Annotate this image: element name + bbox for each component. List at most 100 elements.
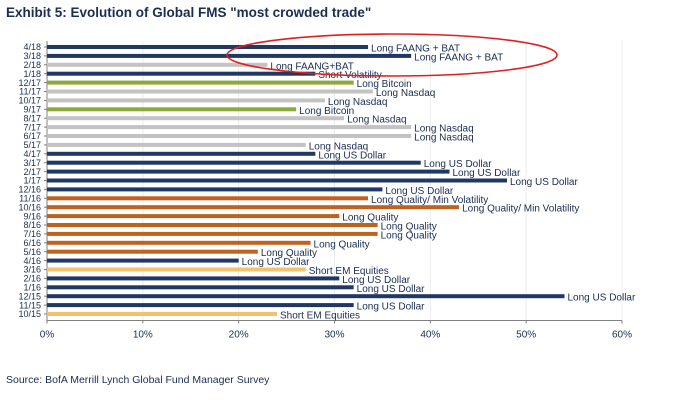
y-tick-label: 3/16 <box>23 265 41 275</box>
y-tick-label: 2/17 <box>23 167 41 177</box>
bar-1-17 <box>47 178 507 183</box>
highlight-ellipse <box>226 33 558 77</box>
y-tick-label: 12/15 <box>18 291 41 301</box>
bar-data-label: Long US Dollar <box>357 284 425 295</box>
bar-8-17 <box>47 116 345 121</box>
y-tick-label: 9/17 <box>23 105 41 115</box>
y-tick-label: 11/15 <box>19 300 41 310</box>
bar-9-17 <box>47 107 297 112</box>
y-tick-label: 4/16 <box>23 256 41 266</box>
bar-data-label: Long US Dollar <box>453 168 521 179</box>
y-tick-label: 10/15 <box>18 309 41 319</box>
bar-6-16 <box>47 240 311 245</box>
bar-data-label: Long Nasdaq <box>414 133 474 144</box>
bar-data-label: Long US Dollar <box>385 186 453 197</box>
bar-data-label: Long Quality <box>342 213 398 224</box>
bar-5-16 <box>47 249 258 254</box>
y-tick-label: 11/17 <box>19 87 41 97</box>
y-tick-label: 10/17 <box>18 96 41 106</box>
bar-data-label: Long Quality <box>381 230 437 241</box>
bar-3-16 <box>47 267 306 272</box>
y-tick-label: 1/17 <box>23 176 41 186</box>
bar-12-17 <box>47 80 354 85</box>
y-tick-label: 4/17 <box>23 149 41 159</box>
bar-10-16 <box>47 205 460 210</box>
bar-10-17 <box>47 98 325 103</box>
bar-data-label: Long US Dollar <box>357 302 425 313</box>
bar-data-label: Long FAANG + BAT <box>414 52 503 63</box>
bar-12-16 <box>47 187 383 192</box>
bar-1-18 <box>47 71 316 76</box>
bar-data-label: Long Quality/ Min Volatility <box>371 195 488 206</box>
bar-data-label: Long Quality <box>261 248 317 259</box>
bar-data-label: Long US Dollar <box>342 275 410 286</box>
bar-data-label: Long FAANG + BAT <box>371 44 460 55</box>
bar-data-label: Long FAANG+BAT <box>270 61 353 72</box>
bar-3-17 <box>47 160 421 165</box>
y-tick-label: 1/18 <box>23 69 41 79</box>
bar-data-label: Long US Dollar <box>424 159 492 170</box>
bar-4-18 <box>47 45 369 49</box>
y-tick-label: 8/17 <box>23 113 41 123</box>
source-note: Source: BofA Merrill Lynch Global Fund M… <box>6 374 270 386</box>
bar-1-16 <box>47 285 354 290</box>
y-tick-label: 7/16 <box>23 229 41 239</box>
bar-2-18 <box>47 62 268 67</box>
bar-10-15 <box>47 312 277 316</box>
x-tick-label: 30% <box>324 329 344 340</box>
y-tick-label: 5/17 <box>23 140 41 150</box>
bar-2-16 <box>47 276 340 281</box>
bar-12-15 <box>47 294 565 299</box>
bar-data-label: Long Nasdaq <box>328 97 388 108</box>
bar-data-label: Long US Dollar <box>318 150 386 161</box>
bar-data-label: Long Nasdaq <box>376 88 436 99</box>
y-tick-label: 2/18 <box>23 60 41 70</box>
bar-7-17 <box>47 125 412 130</box>
bar-11-15 <box>47 303 354 308</box>
bar-6-17 <box>47 134 412 138</box>
bar-3-18 <box>47 53 412 58</box>
bar-data-label: Long Bitcoin <box>299 106 354 117</box>
bar-data-label: Long Quality <box>381 222 437 233</box>
bar-5-17 <box>47 142 306 147</box>
x-tick-label: 60% <box>612 329 632 340</box>
bar-data-label: Long US Dollar <box>242 257 310 268</box>
y-tick-label: 12/17 <box>18 78 41 88</box>
y-tick-label: 6/16 <box>23 238 41 248</box>
y-tick-label: 8/16 <box>23 220 41 230</box>
bar-data-label: Long US Dollar <box>568 293 636 304</box>
y-tick-label: 2/16 <box>23 274 41 284</box>
bar-data-label: Long Bitcoin <box>357 79 412 90</box>
y-tick-label: 6/17 <box>23 131 41 141</box>
chart-title: Exhibit 5: Evolution of Global FMS "most… <box>6 5 372 20</box>
x-tick-label: 10% <box>133 329 153 340</box>
bar-8-16 <box>47 223 378 227</box>
x-tick-label: 40% <box>420 329 440 340</box>
bars <box>47 45 565 316</box>
y-tick-label: 3/18 <box>23 51 41 61</box>
bar-data-label: Long Quality/ Min Volatility <box>462 204 579 215</box>
bar-11-17 <box>47 89 373 94</box>
x-tick-label: 50% <box>516 329 536 340</box>
y-tick-label: 9/16 <box>23 211 41 221</box>
bar-data-label: Short EM Equities <box>309 266 389 277</box>
y-tick-label: 11/16 <box>19 194 41 204</box>
bar-11-16 <box>47 196 369 201</box>
bar-4-17 <box>47 151 316 156</box>
bar-7-16 <box>47 231 378 236</box>
bar-data-label: Long Nasdaq <box>347 115 407 126</box>
bar-data-label: Long Nasdaq <box>414 124 474 135</box>
bar-data-label: Long Quality <box>314 239 370 250</box>
bar-data-label: Long Nasdaq <box>309 141 369 152</box>
y-tick-label: 4/18 <box>23 42 41 52</box>
annotations <box>226 33 558 77</box>
y-tick-label: 10/16 <box>18 202 41 212</box>
y-tick-label: 3/17 <box>23 158 41 168</box>
x-axis-labels: 0% 10% 20% 30% 40% 50% 60% <box>40 329 632 340</box>
x-tick-label: 20% <box>229 329 249 340</box>
y-tick-label: 1/16 <box>23 283 41 293</box>
y-tick-label: 5/16 <box>23 247 41 257</box>
bar-data-label: Long US Dollar <box>510 177 578 188</box>
